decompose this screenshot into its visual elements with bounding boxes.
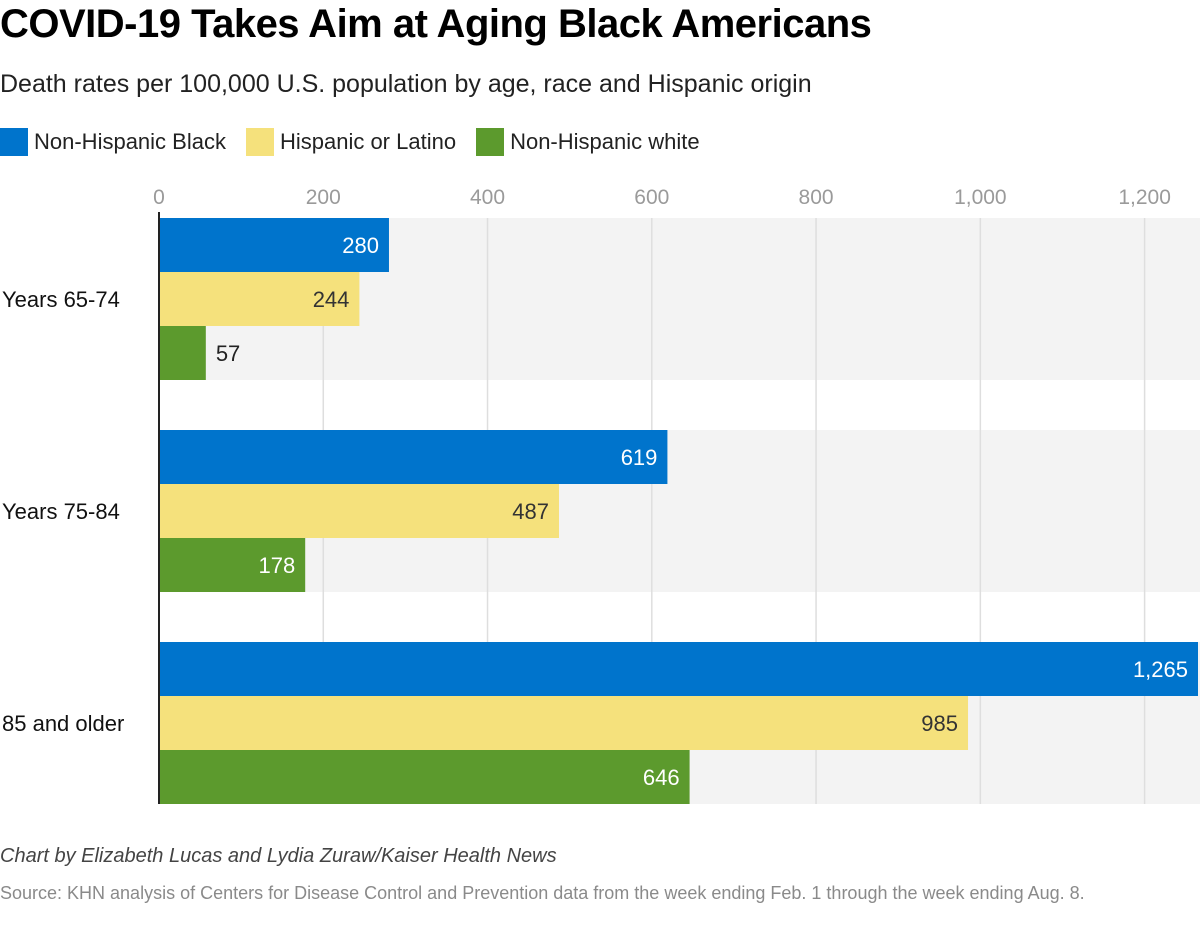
bar — [159, 538, 306, 592]
bar — [159, 750, 690, 804]
chart-byline: Chart by Elizabeth Lucas and Lydia Zuraw… — [0, 845, 557, 867]
chart-title: COVID-19 Takes Aim at Aging Black Americ… — [0, 2, 872, 46]
bar — [159, 642, 1198, 696]
bar — [159, 272, 360, 326]
bar-value-label: 244 — [313, 287, 350, 312]
chart-subtitle: Death rates per 100,000 U.S. population … — [0, 70, 812, 98]
legend-label-non-hispanic-black: Non-Hispanic Black — [34, 129, 226, 154]
legend-item-hispanic-or-latino: Hispanic or Latino — [245, 128, 457, 156]
chart-source-note: Source: KHN analysis of Centers for Dise… — [0, 883, 1085, 903]
bar-value-label: 487 — [512, 499, 549, 524]
legend-swatch-hispanic-or-latino — [245, 128, 274, 156]
category-label: Years 75-84 — [2, 499, 120, 524]
bar-value-label: 178 — [258, 553, 295, 578]
legend-item-non-hispanic-black: Non-Hispanic Black — [0, 128, 226, 156]
bar-chart: 0 200 400 600 800 1,000 1,200 280 244 57 Years 65-… — [2, 186, 1200, 804]
bar-value-label: 985 — [921, 711, 958, 736]
x-tick-label: 600 — [634, 186, 669, 209]
x-tick-label: 0 — [153, 186, 165, 209]
bar — [159, 484, 559, 538]
category-label: 85 and older — [2, 711, 124, 736]
bar-value-label: 280 — [342, 233, 379, 258]
bar-value-label: 646 — [643, 765, 680, 790]
bar — [159, 326, 206, 380]
bar-value-label: 1,265 — [1133, 657, 1188, 682]
legend-label-non-hispanic-white: Non-Hispanic white — [510, 129, 700, 154]
legend-swatch-non-hispanic-black — [0, 128, 28, 156]
bar — [159, 218, 389, 272]
x-tick-label: 800 — [799, 186, 834, 209]
x-tick-label: 1,200 — [1118, 186, 1171, 209]
legend-swatch-non-hispanic-white — [476, 128, 505, 156]
x-tick-label: 1,000 — [954, 186, 1007, 209]
legend-item-non-hispanic-white: Non-Hispanic white — [476, 128, 700, 156]
bar-value-label: 57 — [216, 341, 240, 366]
legend: Non-Hispanic Black Hispanic or Latino No… — [0, 127, 720, 157]
bar — [159, 430, 668, 484]
x-tick-label: 400 — [470, 186, 505, 209]
category-label: Years 65-74 — [2, 287, 120, 312]
bar-value-label: 619 — [621, 445, 658, 470]
legend-label-hispanic-or-latino: Hispanic or Latino — [279, 129, 457, 154]
bar — [159, 696, 969, 750]
x-tick-label: 200 — [306, 186, 341, 209]
